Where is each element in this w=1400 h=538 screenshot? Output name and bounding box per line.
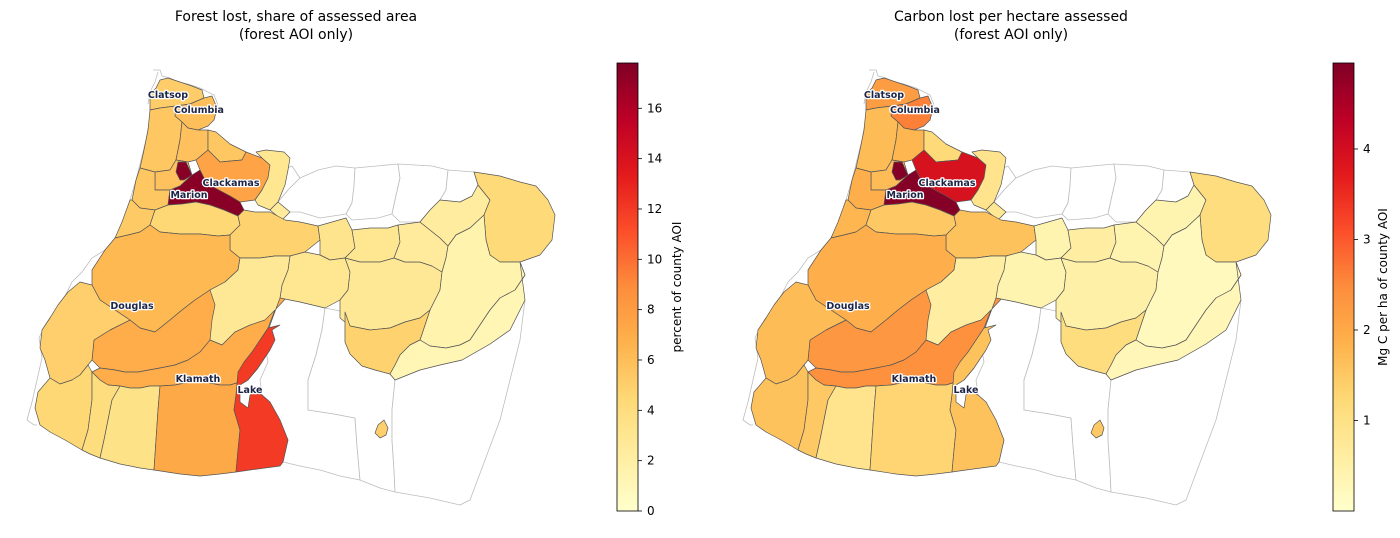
county-label-marion: Marion — [886, 190, 923, 201]
colorbar-tick-label: 16 — [647, 101, 662, 115]
colorbar-ramp — [616, 62, 639, 512]
county-islet — [1090, 419, 1105, 439]
colorbar-tick-label: 4 — [647, 403, 655, 417]
colorbar-tick-label: 10 — [647, 252, 662, 266]
county-islet — [374, 419, 389, 439]
colorbar-ticks: 0 2 4 6 8 10 12 14 16 — [638, 101, 662, 518]
county-linn — [229, 209, 321, 259]
county-label-columbia: Columbia — [174, 105, 224, 116]
county-label-marion: Marion — [170, 190, 207, 201]
colorbar-label: percent of county AOI — [670, 222, 684, 353]
county-linn — [945, 209, 1037, 259]
county-malheur — [1105, 261, 1242, 381]
coastline — [863, 71, 875, 105]
county-malheur — [389, 261, 526, 381]
colorbar-ramp — [1332, 62, 1355, 512]
coastline — [147, 71, 159, 105]
map-forest-lost-share: Forest lost, share of assessed area (for… — [26, 9, 684, 518]
county-label-lake: Lake — [238, 385, 263, 396]
colorbar-tick-label: 12 — [647, 202, 662, 216]
map-title-line2: (forest AOI only) — [239, 27, 353, 43]
colorbar-tick-label: 0 — [647, 504, 655, 518]
colorbar-tick-label: 2 — [1363, 323, 1371, 337]
county-lake — [949, 324, 1005, 473]
county-lake — [233, 324, 289, 473]
county-wallowa — [1189, 171, 1272, 263]
colorbar-tick-label: 14 — [647, 152, 662, 166]
colorbar-label: Mg C per ha of county AOI — [1376, 208, 1390, 366]
colorbar: 1 2 3 4 Mg C per ha of county AOI — [1332, 62, 1390, 512]
county-label-columbia: Columbia — [890, 105, 940, 116]
colorbar-ticks: 1 2 3 4 — [1354, 142, 1371, 427]
colorbar-tick-label: 6 — [647, 353, 655, 367]
county-label-klamath: Klamath — [892, 374, 937, 385]
colorbar-tick-label: 8 — [647, 303, 655, 317]
colorbar-tick-label: 4 — [1363, 142, 1371, 156]
county-linnsliver — [891, 161, 909, 181]
county-crook — [995, 251, 1067, 309]
colorbar-tick-label: 1 — [1363, 413, 1371, 427]
county-label-douglas: Douglas — [110, 301, 154, 312]
county-crook — [279, 251, 351, 309]
map-title-line1: Forest lost, share of assessed area — [175, 9, 417, 25]
county-label-klamath: Klamath — [176, 374, 221, 385]
county-wallowa — [473, 171, 556, 263]
county-choropleth — [742, 69, 1272, 506]
county-label-clatsop: Clatsop — [148, 90, 188, 101]
county-label-lake: Lake — [954, 385, 979, 396]
county-label-clackamas: Clackamas — [203, 178, 260, 189]
county-label-clackamas: Clackamas — [919, 178, 976, 189]
map-carbon-lost-per-ha: Carbon lost per hectare assessed (forest… — [742, 9, 1390, 512]
county-label-douglas: Douglas — [826, 301, 870, 312]
colorbar-tick-label: 2 — [647, 454, 655, 468]
colorbar-tick-label: 3 — [1363, 232, 1371, 246]
county-linnsliver — [175, 161, 193, 181]
county-choropleth — [26, 69, 556, 506]
colorbar: 0 2 4 6 8 10 12 14 16 percent of county AOI — [616, 62, 684, 518]
map-title-line2: (forest AOI only) — [954, 27, 1068, 43]
map-title-line1: Carbon lost per hectare assessed — [894, 9, 1128, 25]
county-label-clatsop: Clatsop — [864, 90, 904, 101]
